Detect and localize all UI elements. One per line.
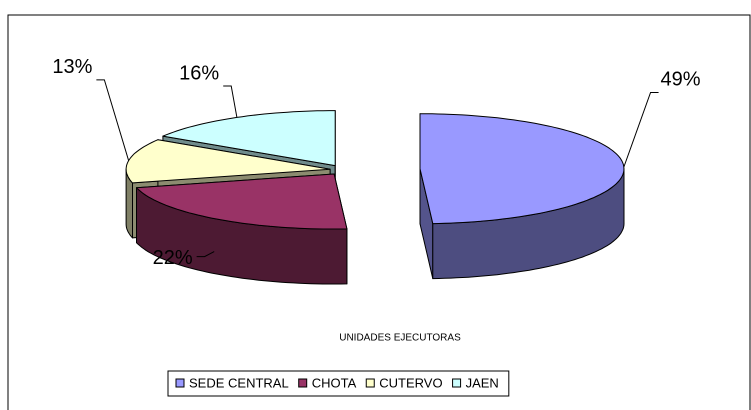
legend-label: JAEN (466, 375, 499, 390)
legend-label: CHOTA (312, 375, 357, 390)
leader-line (623, 91, 659, 168)
data-label: 22% (153, 247, 193, 269)
slice-top (136, 173, 348, 230)
legend-swatch (298, 378, 308, 388)
data-label: 13% (52, 56, 92, 78)
legend-label: SEDE CENTRAL (189, 375, 289, 390)
slice-top (419, 113, 625, 225)
legend: SEDE CENTRAL CHOTA CUTERVO JAEN (167, 370, 510, 397)
legend-swatch (175, 378, 185, 388)
leader-line (96, 79, 130, 161)
legend-label: CUTERVO (379, 375, 442, 390)
chart-frame (7, 14, 751, 410)
slice (419, 113, 625, 280)
axis-label: UNIDADES EJECUTORAS (339, 333, 461, 344)
legend-swatch (452, 378, 462, 388)
legend-box (167, 370, 510, 397)
slice (136, 173, 348, 285)
leader-line (196, 251, 215, 258)
leader-line (223, 85, 238, 118)
data-label: 49% (661, 69, 701, 91)
legend-swatch (365, 378, 375, 388)
data-label: 16% (179, 62, 219, 84)
